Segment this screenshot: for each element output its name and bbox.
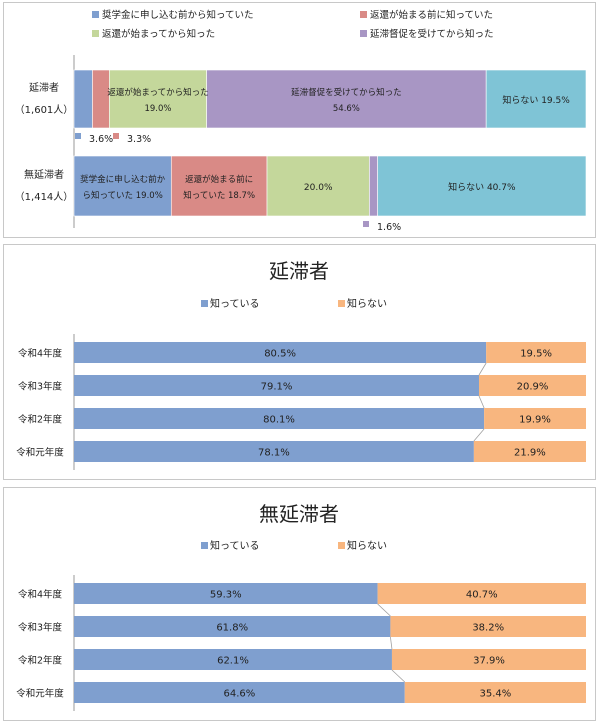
bar-segment (391, 649, 586, 670)
data-label: 延滞督促を受けてから知った 54.6% (291, 87, 402, 114)
bar-segment (484, 408, 586, 429)
bar-segment (478, 375, 586, 396)
data-label: 80.1% (263, 415, 295, 426)
category-label: 令和元年度 (16, 447, 64, 459)
data-label: 35.4% (479, 689, 511, 700)
category-label: 令和2年度 (18, 414, 63, 426)
data-label: 78.1% (258, 448, 290, 459)
legend-label: 延滞督促を受けてから知った (370, 28, 494, 40)
bar-segment (73, 69, 93, 129)
data-label: 3.3% (127, 134, 151, 145)
chart-title: 延滞者 (269, 259, 329, 283)
bar-segment (74, 682, 405, 703)
data-label: 61.8% (216, 623, 248, 634)
bar-segment (377, 155, 587, 217)
category-label: 令和4年度 (18, 589, 63, 601)
series-connector (391, 669, 406, 683)
series-connector (478, 395, 485, 409)
data-label: 59.3% (210, 590, 242, 601)
bar-segment (473, 441, 586, 462)
data-label: 返還が始まる前に知っていた 18.7% (183, 174, 255, 201)
data-label: 奨学金に申し込む前から知っていた 19.0% (80, 174, 166, 201)
bar-segment (92, 69, 110, 129)
data-label: 38.2% (472, 623, 504, 634)
category-label: 令和4年度 (18, 348, 63, 360)
bar-segment (404, 682, 586, 703)
data-label: 62.1% (217, 656, 249, 667)
legend-swatch (338, 542, 345, 549)
bar-segment (109, 69, 207, 129)
bar-segment (74, 441, 474, 462)
legend-label: 知らない (347, 297, 387, 310)
bar-segment (485, 69, 587, 129)
bar-segment (206, 69, 487, 129)
bar-segment (74, 616, 391, 637)
bar-segment (369, 155, 378, 217)
bar-segment (170, 155, 268, 217)
data-label: 3.6% (89, 134, 113, 145)
timing-chart-svg: 奨学金に申し込む前から知っていた 返還が始まる前に知っていた返還が始まってから知っ… (15, 9, 587, 233)
data-label: 37.9% (473, 656, 505, 667)
chart-panel-recognition-timing: 奨学金に申し込む前から知っていた 返還が始まる前に知っていた返還が始まってから知っ… (3, 2, 596, 238)
category-label: 無延滞者 (24, 168, 64, 181)
data-label: 返還が始まってから知った 19.0% (107, 87, 208, 114)
bar-segment (377, 583, 586, 604)
data-label: 20.9% (517, 382, 549, 393)
data-label: 19.9% (519, 415, 551, 426)
legend-label: 知っている (210, 539, 260, 552)
bar-segment (266, 155, 370, 217)
series-connector (478, 362, 487, 376)
small-segment-marker (363, 221, 369, 227)
series-connector (473, 428, 485, 442)
legend-swatch (92, 30, 99, 37)
legend-swatch (92, 11, 99, 18)
data-label: 64.6% (223, 689, 255, 700)
data-label: 21.9% (514, 448, 546, 459)
category-label: 令和3年度 (18, 622, 63, 634)
small-segment-marker (75, 133, 81, 139)
data-label: 20.0% (304, 183, 333, 193)
category-label: 令和2年度 (18, 655, 63, 667)
bar-segment (73, 155, 172, 217)
chart-panel-non-delinquent: 無延滞者知っている 知らない令和4年度 59.3% 40.7% 令和3年度 61.8% 38… (3, 487, 596, 721)
bar-segment (390, 616, 586, 637)
bar-segment (74, 375, 479, 396)
bar-segment (74, 408, 485, 429)
bar-segment (74, 342, 487, 363)
legend-swatch (360, 30, 367, 37)
category-label: 延滞者 (29, 82, 59, 94)
legend-label: 返還が始まる前に知っていた (370, 9, 493, 21)
legend-swatch (338, 300, 345, 307)
data-label: 知らない 40.7% (448, 181, 516, 193)
legend-label: 返還が始まってから知った (102, 28, 215, 40)
series-connector (390, 636, 393, 650)
bar-segment (486, 342, 586, 363)
category-label: 令和元年度 (16, 688, 64, 700)
data-label: 知らない 19.5% (502, 94, 570, 106)
data-label: 80.5% (264, 349, 296, 360)
bar-segment (74, 583, 378, 604)
legend-swatch (360, 11, 367, 18)
bar-segment (74, 649, 392, 670)
category-label: 令和3年度 (18, 381, 63, 393)
chart-title: 無延滞者 (259, 502, 339, 526)
legend-swatch (201, 300, 208, 307)
legend-label: 知らない (347, 539, 387, 552)
chart-panel-delinquent: 延滞者知っている 知らない令和4年度 80.5% 19.5% 令和3年度 79.1% 20.… (3, 244, 596, 480)
data-label: 1.6% (377, 222, 401, 233)
legend-label: 知っている (210, 297, 260, 310)
category-count: （1,414人） (15, 191, 74, 203)
legend-swatch (201, 542, 208, 549)
series-connector (377, 603, 391, 617)
data-label: 19.5% (520, 349, 552, 360)
legend-label: 奨学金に申し込む前から知っていた (102, 9, 254, 21)
category-count: （1,601人） (15, 104, 74, 116)
data-label: 79.1% (261, 382, 293, 393)
small-segment-marker (113, 133, 119, 139)
data-label: 40.7% (466, 590, 498, 601)
